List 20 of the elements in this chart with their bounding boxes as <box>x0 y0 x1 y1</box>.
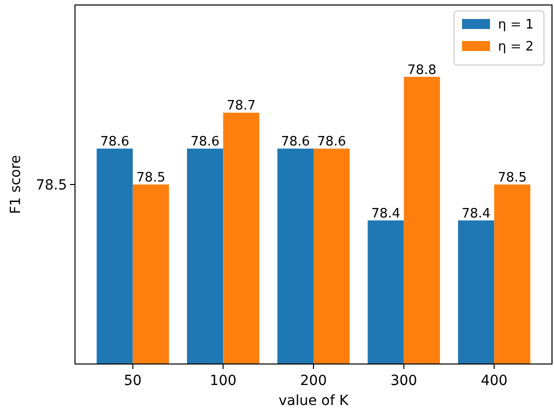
data-label: 78.4 <box>371 206 400 222</box>
legend-label: η = 2 <box>498 40 534 55</box>
data-label: 78.5 <box>498 170 527 186</box>
data-label: 78.6 <box>317 134 346 150</box>
data-label: 78.6 <box>100 134 130 150</box>
x-tick-label: 50 <box>124 373 142 389</box>
data-label: 78.4 <box>462 206 491 222</box>
x-tick-label: 400 <box>480 373 508 389</box>
x-tick-label: 100 <box>210 373 237 389</box>
x-tick-label: 300 <box>390 373 418 389</box>
y-axis-title: F1 score <box>8 154 24 214</box>
x-tick-label: 200 <box>300 373 327 389</box>
text: 78.5 <box>36 177 67 194</box>
data-label: 78.6 <box>190 134 220 150</box>
data-label: 78.5 <box>136 170 166 186</box>
x-axis-title: value of K <box>278 393 350 409</box>
data-label: 78.8 <box>407 62 436 78</box>
legend-label: η = 1 <box>498 18 534 33</box>
data-label: 78.6 <box>280 134 310 150</box>
data-label: 78.7 <box>226 98 256 114</box>
